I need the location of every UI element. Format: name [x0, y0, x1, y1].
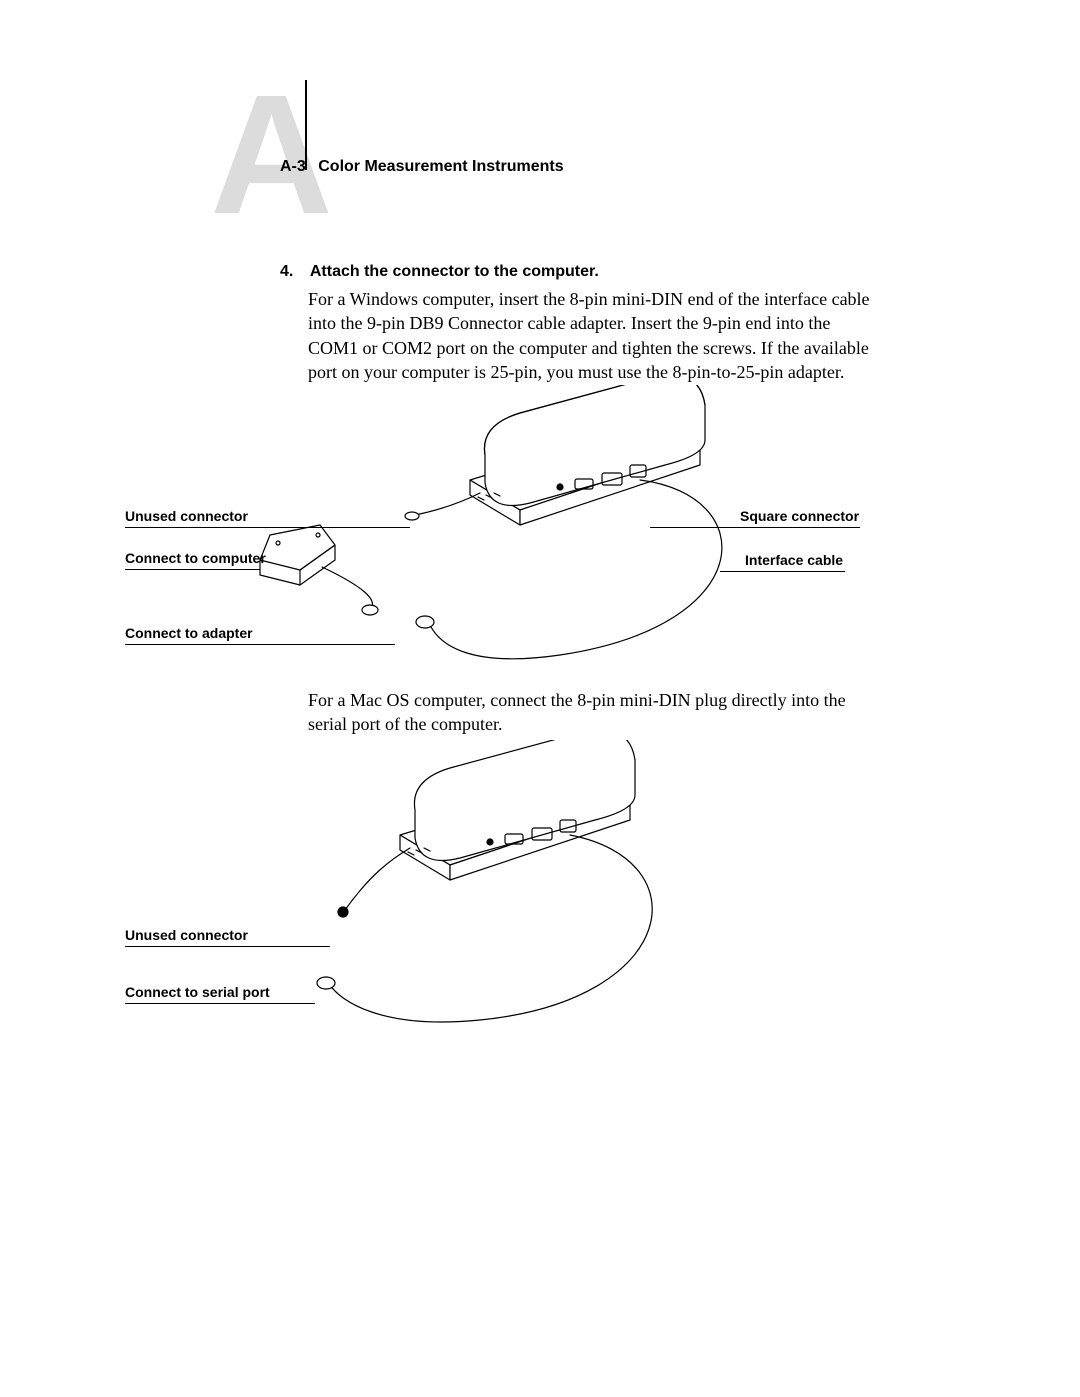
step-body-mac: For a Mac OS computer, connect the 8-pin…: [308, 688, 880, 737]
step-title: Attach the connector to the computer.: [310, 263, 599, 280]
step-number: 4.: [280, 263, 306, 281]
section-title: Color Measurement Instruments: [318, 158, 563, 175]
rule-interface-cable: [720, 571, 845, 572]
step-body-mac-block: For a Mac OS computer, connect the 8-pin…: [280, 688, 880, 737]
label-unused-connector-1: Unused connector: [125, 508, 248, 524]
label-connect-to-computer: Connect to computer: [125, 550, 266, 566]
label-interface-cable: Interface cable: [745, 552, 843, 568]
rule-connect-to-serial-port: [125, 1003, 315, 1004]
header-divider: [305, 80, 307, 170]
label-unused-connector-2: Unused connector: [125, 927, 248, 943]
rule-connect-to-computer: [125, 569, 260, 570]
figure-mac-diagram: [0, 740, 1080, 1060]
rule-unused-connector-2: [125, 946, 330, 947]
label-connect-to-serial-port: Connect to serial port: [125, 984, 270, 1000]
appendix-letter: A: [210, 70, 325, 240]
step-block: 4. Attach the connector to the computer.…: [280, 263, 880, 384]
step-body-windows: For a Windows computer, insert the 8-pin…: [308, 287, 880, 384]
header-text: A-3 Color Measurement Instruments: [280, 158, 564, 176]
page: A A-3 Color Measurement Instruments 4. A…: [0, 0, 1080, 1397]
rule-square-connector: [650, 527, 860, 528]
page-tag: A-3: [280, 158, 306, 175]
step-heading: 4. Attach the connector to the computer.: [280, 263, 880, 281]
rule-unused-connector-1: [125, 527, 410, 528]
header: A A-3 Color Measurement Instruments: [210, 80, 910, 230]
figure-windows-diagram: [0, 385, 1080, 705]
label-square-connector: Square connector: [740, 508, 859, 524]
label-connect-to-adapter: Connect to adapter: [125, 625, 253, 641]
rule-connect-to-adapter: [125, 644, 395, 645]
